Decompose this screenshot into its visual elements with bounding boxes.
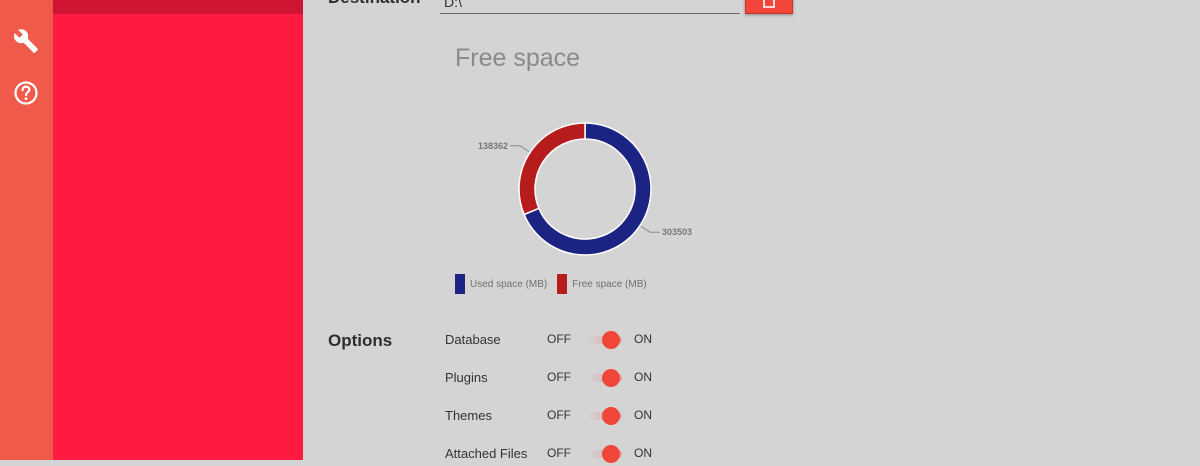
- legend-item-used-space: Used space (MB): [455, 274, 547, 294]
- nav-panel: [53, 0, 303, 460]
- chart-title: Free space: [455, 44, 581, 72]
- toggle-thumb[interactable]: [602, 445, 620, 463]
- attached-files-toggle[interactable]: [588, 444, 622, 464]
- destination-input[interactable]: [440, 0, 740, 14]
- option-row-attached-files: Attached Files OFF ON: [445, 442, 745, 466]
- plugins-toggle[interactable]: [588, 368, 622, 388]
- option-row-database: Database OFF ON: [445, 328, 745, 352]
- on-label: ON: [634, 332, 652, 346]
- legend-swatch: [455, 274, 465, 294]
- free-space-donut-chart: 303503 138362: [478, 122, 692, 256]
- legend-swatch: [557, 274, 568, 294]
- free-space-slice: [518, 122, 586, 216]
- side-rail: [0, 0, 53, 460]
- on-label: ON: [634, 370, 652, 384]
- option-label: Plugins: [445, 370, 488, 385]
- free-space-leader-line: [510, 145, 530, 153]
- on-label: ON: [634, 446, 652, 460]
- off-label: OFF: [547, 370, 571, 384]
- option-row-plugins: Plugins OFF ON: [445, 366, 745, 390]
- toggle-thumb[interactable]: [602, 407, 620, 425]
- option-label: Attached Files: [445, 446, 528, 461]
- wrench-icon[interactable]: [12, 27, 40, 55]
- toggle-thumb[interactable]: [602, 331, 620, 349]
- themes-toggle[interactable]: [588, 406, 622, 426]
- legend-label: Used space (MB): [470, 278, 548, 290]
- used-space-value-label: 303503: [662, 227, 692, 237]
- option-label: Database: [445, 332, 501, 347]
- off-label: OFF: [547, 408, 571, 422]
- legend-label: Free space (MB): [572, 278, 647, 290]
- free-space-value-label: 138362: [478, 141, 508, 151]
- browse-folder-button[interactable]: [745, 0, 793, 14]
- option-row-themes: Themes OFF ON: [445, 404, 745, 428]
- destination-label: Destination: [328, 0, 421, 8]
- toggle-thumb[interactable]: [602, 369, 620, 387]
- used-space-slice: [523, 122, 652, 256]
- chart-legend: Used space (MB) Free space (MB): [455, 274, 657, 294]
- options-label: Options: [328, 331, 393, 350]
- database-toggle[interactable]: [588, 330, 622, 350]
- on-label: ON: [634, 408, 652, 422]
- legend-item-free-space: Free space (MB): [557, 274, 647, 294]
- option-label: Themes: [445, 408, 492, 423]
- used-space-leader-line: [640, 225, 660, 233]
- off-label: OFF: [547, 332, 571, 346]
- selected-nav-item[interactable]: [53, 0, 303, 14]
- off-label: OFF: [547, 446, 571, 460]
- main-content: Destination Free space 303503 138362 Used…: [303, 0, 1200, 463]
- help-icon[interactable]: [12, 79, 40, 107]
- folder-icon: [762, 0, 776, 12]
